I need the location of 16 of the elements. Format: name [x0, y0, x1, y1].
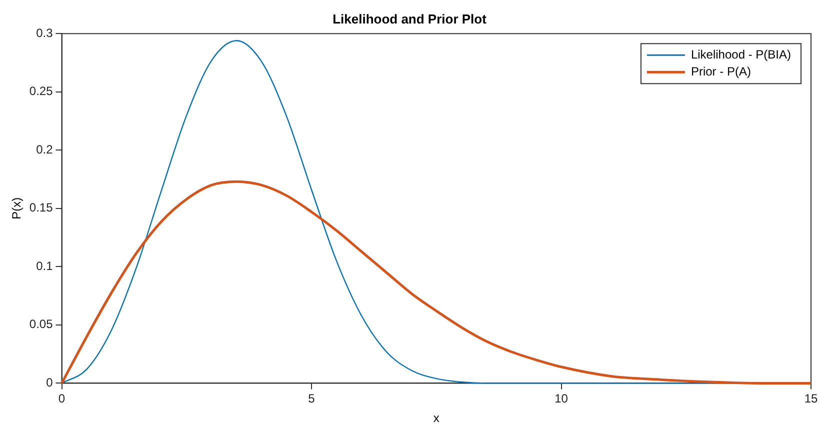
x-tick-label: 10 [554, 392, 568, 406]
y-tick-label: 0.05 [29, 317, 54, 332]
legend-label: Prior - P(A) [690, 64, 751, 78]
x-axis-title: x [433, 411, 440, 426]
legend-label: Likelihood - P(BIA) [690, 47, 792, 62]
y-tick-label: 0.3 [36, 26, 54, 40]
y-tick-label: 0.1 [36, 258, 54, 273]
y-tick-label: 0.15 [29, 200, 54, 215]
y-axis-title: P(x) [10, 197, 24, 220]
y-tick-label: 0.2 [36, 142, 54, 156]
x-tick-label: 15 [804, 392, 818, 406]
y-tick-label: 0 [46, 376, 54, 390]
y-tick-label: 0.25 [29, 84, 54, 98]
chart-title: Likelihood and Prior Plot [332, 11, 488, 26]
x-tick-label: 0 [58, 392, 66, 406]
x-tick-label: 5 [308, 392, 316, 406]
